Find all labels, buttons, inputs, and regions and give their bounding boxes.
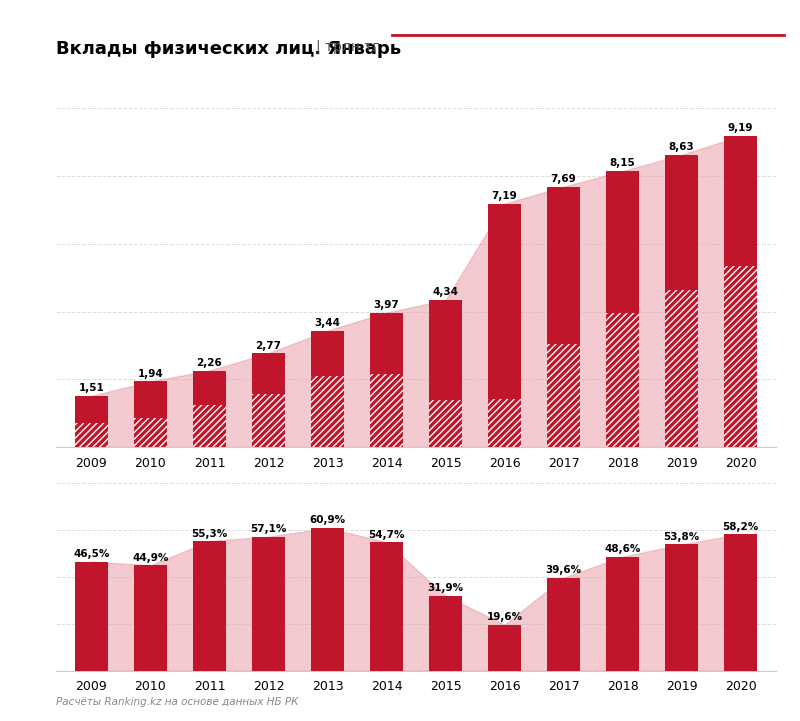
Bar <box>724 136 757 447</box>
Bar <box>547 344 580 447</box>
Bar <box>488 399 521 447</box>
Text: 2,77: 2,77 <box>255 340 282 350</box>
Text: 2,17: 2,17 <box>374 405 399 415</box>
Text: 8,63: 8,63 <box>669 142 694 152</box>
Text: 1,51: 1,51 <box>78 383 104 393</box>
Text: 1,38: 1,38 <box>433 419 458 429</box>
Bar <box>547 187 580 447</box>
Text: 39,6%: 39,6% <box>546 565 582 575</box>
Bar <box>194 541 226 671</box>
Text: 46,5%: 46,5% <box>74 549 110 559</box>
Bar <box>724 534 757 671</box>
Text: 0,70: 0,70 <box>78 430 104 441</box>
Bar <box>606 171 638 447</box>
Text: Расчёты Ranking.kz на основе данных НБ РК: Расчёты Ranking.kz на основе данных НБ Р… <box>56 696 298 707</box>
Text: 3,04: 3,04 <box>550 391 577 401</box>
Bar <box>134 417 166 447</box>
Text: 4,34: 4,34 <box>433 288 458 297</box>
Text: 19,6%: 19,6% <box>486 612 522 622</box>
Bar <box>547 578 580 671</box>
Bar <box>75 423 108 447</box>
Text: 1,94: 1,94 <box>138 368 163 379</box>
Bar <box>488 624 521 671</box>
Text: 9,19: 9,19 <box>728 123 754 133</box>
Text: 53,8%: 53,8% <box>663 532 700 542</box>
Bar <box>370 313 402 447</box>
Text: 58,2%: 58,2% <box>722 522 758 532</box>
Bar <box>430 400 462 447</box>
Text: 31,9%: 31,9% <box>427 583 463 593</box>
Bar <box>75 396 108 447</box>
Bar <box>134 565 166 671</box>
Legend: Всего, Вклады в тенге, Доля: Всего, Вклады в тенге, Доля <box>256 504 576 527</box>
Text: 44,9%: 44,9% <box>132 553 169 563</box>
Bar <box>252 536 285 671</box>
Text: 60,9%: 60,9% <box>310 516 346 526</box>
Bar <box>252 353 285 447</box>
Bar <box>311 528 344 671</box>
Text: 57,1%: 57,1% <box>250 524 286 534</box>
Bar <box>430 300 462 447</box>
Bar <box>75 562 108 671</box>
Text: 2,09: 2,09 <box>314 407 340 417</box>
Text: 8,15: 8,15 <box>610 159 635 169</box>
Text: 0,87: 0,87 <box>138 428 163 438</box>
Bar <box>311 330 344 447</box>
Text: 1,25: 1,25 <box>197 421 222 431</box>
Bar <box>134 381 166 447</box>
Text: | трлн тг: | трлн тг <box>316 40 380 54</box>
Bar <box>488 203 521 447</box>
Bar <box>666 155 698 447</box>
Text: 1,41: 1,41 <box>491 418 518 428</box>
Bar <box>194 404 226 447</box>
Text: 1,58: 1,58 <box>255 415 282 425</box>
Text: 54,7%: 54,7% <box>368 530 405 540</box>
Text: Вклады физических лиц. Январь: Вклады физических лиц. Январь <box>56 40 401 58</box>
Text: 3,44: 3,44 <box>314 318 341 328</box>
Bar <box>606 557 638 671</box>
Text: 4,64: 4,64 <box>669 363 694 373</box>
Bar <box>370 542 402 671</box>
Bar <box>252 394 285 447</box>
Bar <box>311 376 344 447</box>
Text: 55,3%: 55,3% <box>191 528 227 539</box>
Bar <box>370 373 402 447</box>
Text: 2,26: 2,26 <box>197 358 222 368</box>
Bar <box>724 266 757 447</box>
Bar <box>666 290 698 447</box>
Bar <box>666 544 698 671</box>
Text: 3,96: 3,96 <box>610 375 635 385</box>
Bar <box>430 596 462 671</box>
Text: 48,6%: 48,6% <box>604 544 641 554</box>
Bar <box>194 371 226 447</box>
Text: 7,19: 7,19 <box>492 191 518 201</box>
Bar <box>606 313 638 447</box>
Text: 5,35: 5,35 <box>728 351 754 361</box>
Text: 3,97: 3,97 <box>374 300 399 310</box>
Text: 7,69: 7,69 <box>550 174 577 184</box>
